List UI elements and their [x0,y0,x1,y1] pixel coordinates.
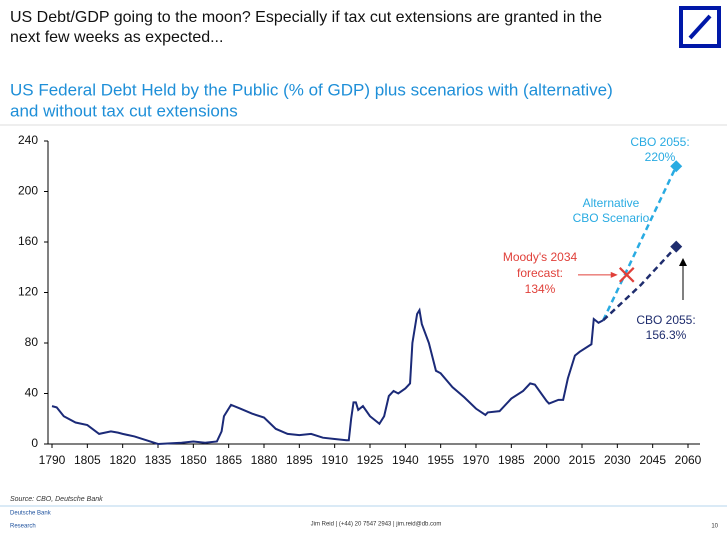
footer-brand: Deutsche Bank [10,511,52,517]
y-tick-label: 40 [25,386,39,400]
y-tick-label: 120 [18,285,38,299]
plot: 0 40 80 120 160 200 240 1790 1805 1820 1835 1850 186… [18,133,702,467]
line-series [51,307,604,446]
annotation: CBO 2055: [630,135,689,149]
x-tick-label: 1790 [39,453,66,467]
logo [679,6,721,48]
x-tick-label: 1955 [427,453,454,467]
annotation: 134% [525,282,556,296]
end-marker [670,160,683,173]
annotation: CBO 2055: [636,313,695,327]
x-tick-label: 1835 [145,453,172,467]
line-series [602,245,678,322]
annotation: forecast: [517,266,563,280]
x-tick-label: 1880 [251,453,278,467]
arrow-head [610,271,618,278]
y-tick-label: 200 [18,184,38,198]
x-marker [618,267,635,283]
x-tick-label: 1985 [498,453,525,467]
annotation: 156.3% [646,328,687,342]
x-tick-label: 1850 [180,453,207,467]
annotation: Moody's 2034 [503,250,578,264]
footer-contact: Jim Reid | (+44) 20 7547 2943 | jim.reid… [311,522,442,528]
annotation: CBO Scenario [573,211,650,225]
line-series [602,165,678,321]
x-tick-label: 1895 [286,453,313,467]
chart-title: US Federal Debt Held by the Public (% of… [10,80,613,99]
x-tick-label: 2015 [569,453,596,467]
arrow-head [679,258,687,266]
page-number: 10 [711,524,718,530]
x-tick-label: 1910 [321,453,348,467]
footer-unit: Research [10,524,36,530]
x-tick-label: 1865 [215,453,242,467]
x-tick-label: 1940 [392,453,419,467]
x-tick-label: 1970 [463,453,490,467]
y-tick-label: 240 [18,133,38,147]
x-tick-label: 2000 [533,453,560,467]
y-tick-label: 0 [31,436,38,450]
x-tick-label: 2030 [604,453,631,467]
source: Source: CBO, Deutsche Bank [10,496,103,503]
x-tick-label: 1820 [109,453,136,467]
chart-title: and without tax cut extensions [10,101,238,120]
annotation: 220% [645,150,676,164]
annotation: Alternative [583,196,640,210]
header-title: US Debt/GDP going to the moon? Especiall… [10,9,602,26]
x-tick-label: 1805 [74,453,101,467]
end-marker [670,240,683,253]
header-title: next few weeks as expected... [10,29,223,46]
x-tick-label: 2045 [639,453,666,467]
y-tick-label: 80 [25,335,39,349]
y-tick-label: 160 [18,234,38,248]
x-tick-label: 2060 [675,453,702,467]
x-tick-label: 1925 [357,453,384,467]
